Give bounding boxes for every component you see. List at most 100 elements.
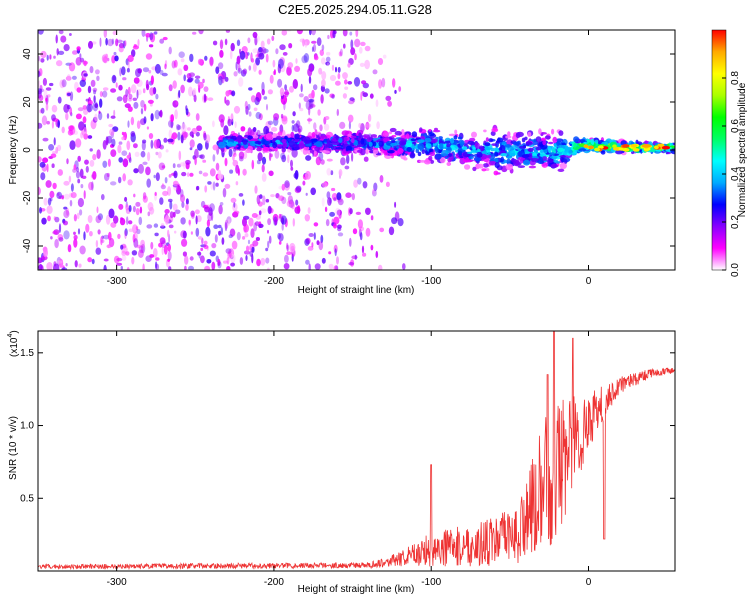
noise-speckle	[326, 51, 331, 56]
noise-speckle	[316, 240, 320, 246]
noise-speckle	[121, 131, 125, 136]
noise-speckle	[149, 254, 155, 258]
noise-speckle	[61, 267, 68, 270]
noise-speckle	[148, 44, 154, 48]
noise-speckle	[350, 47, 356, 56]
noise-speckle	[53, 263, 60, 270]
noise-speckle	[184, 255, 189, 265]
signal-speckle	[315, 141, 323, 148]
noise-speckle	[261, 88, 265, 96]
signal-speckle	[423, 159, 431, 165]
noise-speckle	[168, 46, 172, 55]
signal-speckle	[434, 153, 442, 160]
noise-speckle	[50, 153, 57, 158]
noise-speckle	[169, 200, 173, 210]
noise-speckle	[161, 72, 168, 77]
signal-speckle	[578, 148, 587, 152]
noise-speckle	[181, 171, 187, 177]
noise-speckle	[215, 182, 219, 187]
signal-speckle	[558, 130, 564, 136]
noise-speckle	[369, 93, 374, 99]
noise-speckle	[195, 215, 198, 225]
x-tick-label: -200	[264, 276, 284, 287]
noise-speckle	[150, 75, 154, 85]
noise-speckle	[141, 243, 146, 254]
noise-speckle	[321, 257, 326, 264]
noise-speckle	[364, 45, 371, 52]
noise-speckle	[118, 176, 122, 184]
signal-speckle	[372, 149, 379, 155]
snr-multiplier-base: (x10	[9, 337, 20, 357]
signal-speckle	[434, 146, 439, 154]
noise-speckle	[321, 182, 328, 188]
signal-speckle	[525, 141, 533, 146]
signal-speckle	[467, 151, 473, 154]
noise-speckle	[255, 111, 262, 120]
noise-speckle	[281, 116, 288, 125]
noise-speckle	[105, 136, 109, 146]
noise-speckle	[373, 182, 378, 192]
noise-speckle	[245, 255, 248, 261]
noise-speckle	[149, 32, 154, 41]
noise-speckle	[170, 114, 174, 123]
noise-speckle	[207, 213, 213, 222]
noise-speckle	[70, 192, 77, 199]
noise-speckle	[284, 254, 289, 263]
noise-speckle	[233, 210, 240, 215]
noise-speckle	[89, 159, 95, 167]
noise-speckle	[307, 207, 311, 214]
noise-speckle	[131, 256, 135, 265]
signal-speckle	[550, 163, 558, 168]
noise-speckle	[394, 89, 397, 94]
noise-speckle	[197, 251, 202, 256]
noise-speckle	[255, 57, 260, 66]
signal-speckle	[388, 131, 393, 135]
noise-speckle	[347, 62, 351, 68]
noise-speckle	[361, 245, 365, 254]
noise-speckle	[206, 219, 210, 228]
noise-speckle	[182, 131, 189, 138]
noise-speckle	[127, 106, 133, 112]
noise-speckle	[228, 234, 233, 239]
noise-speckle	[58, 223, 62, 233]
noise-speckle	[167, 229, 170, 238]
noise-speckle	[392, 78, 396, 88]
signal-speckle	[446, 143, 451, 148]
noise-speckle	[181, 201, 185, 208]
noise-speckle	[189, 172, 194, 177]
noise-speckle	[53, 137, 56, 146]
signal-speckle	[242, 139, 248, 145]
noise-speckle	[315, 156, 322, 166]
noise-speckle	[398, 86, 402, 92]
signal-speckle	[500, 156, 504, 163]
noise-speckle	[281, 196, 287, 205]
noise-speckle	[367, 113, 372, 123]
noise-speckle	[121, 66, 126, 76]
noise-speckle	[118, 42, 125, 49]
noise-speckle	[100, 236, 103, 246]
signal-speckle	[506, 156, 513, 159]
noise-speckle	[83, 231, 86, 241]
signal-core	[632, 148, 640, 152]
noise-speckle	[75, 166, 80, 173]
noise-speckle	[132, 45, 139, 50]
signal-speckle	[484, 147, 492, 151]
noise-speckle	[116, 262, 123, 266]
signal-speckle	[615, 150, 623, 155]
noise-speckle	[115, 82, 118, 88]
noise-speckle	[83, 60, 89, 65]
noise-speckle	[109, 128, 115, 136]
noise-speckle	[98, 110, 101, 114]
noise-speckle	[345, 192, 352, 198]
noise-speckle	[192, 88, 197, 96]
signal-speckle	[471, 131, 477, 138]
noise-speckle	[120, 217, 124, 221]
noise-speckle	[106, 244, 112, 249]
noise-speckle	[260, 257, 266, 266]
signal-speckle	[458, 150, 463, 156]
signal-speckle	[351, 137, 355, 144]
noise-speckle	[217, 224, 222, 229]
noise-speckle	[172, 163, 176, 169]
noise-speckle	[75, 171, 81, 179]
noise-speckle	[280, 215, 287, 225]
